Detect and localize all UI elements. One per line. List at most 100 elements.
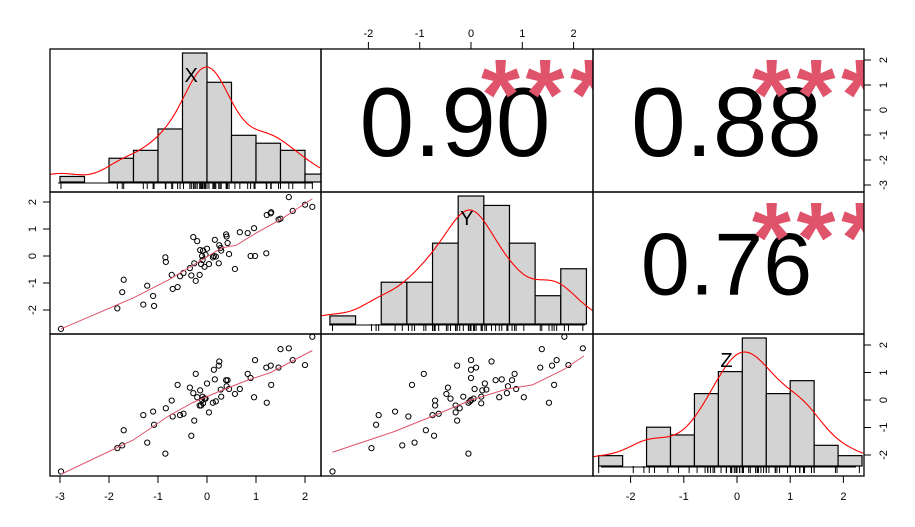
data-point <box>120 276 127 283</box>
data-point <box>408 381 416 388</box>
data-point <box>443 390 450 398</box>
panel-border <box>592 333 865 477</box>
data-point <box>197 387 204 394</box>
data-point <box>447 395 454 402</box>
data-point <box>205 409 213 416</box>
data-point <box>503 390 511 397</box>
data-point <box>150 292 157 300</box>
data-point <box>399 442 406 449</box>
data-point <box>372 421 380 428</box>
axis-tick-label: -1 <box>878 130 890 140</box>
data-point <box>545 399 553 406</box>
data-point <box>224 239 231 247</box>
data-point <box>176 273 184 280</box>
histogram-bar <box>837 455 863 467</box>
data-point <box>188 432 195 439</box>
histogram-panel-y: Y <box>321 195 593 331</box>
data-point <box>215 362 222 369</box>
data-point <box>140 412 147 419</box>
histogram-bar <box>598 455 624 467</box>
data-point <box>199 256 206 264</box>
correlation-panel-x-y: 0.90*** <box>360 39 609 177</box>
data-point <box>478 400 485 407</box>
histogram-bar <box>230 134 257 183</box>
data-point <box>375 412 382 419</box>
data-point <box>508 377 516 384</box>
data-point <box>150 421 158 428</box>
data-point <box>180 410 187 417</box>
data-point <box>162 405 169 412</box>
data-point <box>405 413 412 420</box>
data-point <box>194 394 201 401</box>
variable-label-z: Z <box>720 350 732 372</box>
data-point <box>57 325 65 332</box>
histogram-bar <box>304 173 321 183</box>
data-point <box>216 358 223 365</box>
data-point <box>263 211 270 219</box>
data-point <box>162 258 169 266</box>
correlation-panel-y-z: 0.76*** <box>641 182 880 314</box>
data-point <box>192 370 199 377</box>
data-point <box>114 445 121 452</box>
axis-tick-label: -1 <box>878 423 890 433</box>
axis-tick-label: -2 <box>878 155 890 165</box>
data-point <box>478 393 485 400</box>
histogram-bar <box>508 242 536 325</box>
axis-tick-label: 2 <box>878 342 890 348</box>
data-point <box>120 427 127 434</box>
histogram-bar <box>132 149 159 183</box>
data-point <box>191 417 198 424</box>
data-point <box>188 272 195 279</box>
data-point <box>488 358 495 365</box>
data-point <box>192 277 199 284</box>
data-point <box>225 251 233 258</box>
axis-tick-label: 0 <box>468 28 474 40</box>
data-point <box>215 260 222 267</box>
axis-tick-label: 1 <box>519 28 525 40</box>
axis-tick-label: 1 <box>787 491 793 503</box>
data-point <box>452 409 459 416</box>
variable-label-y: Y <box>460 208 473 230</box>
data-point <box>465 399 472 406</box>
histogram-bar <box>765 392 791 467</box>
data-point <box>231 390 239 398</box>
data-point <box>218 393 225 400</box>
axis-tick-label: 0 <box>878 397 890 403</box>
data-point <box>551 381 558 388</box>
axis-tick-label: 2 <box>878 57 890 63</box>
data-point <box>231 265 239 273</box>
data-point <box>268 381 275 388</box>
data-point <box>174 381 181 388</box>
significance-stars: *** <box>481 39 609 151</box>
data-point <box>465 450 472 457</box>
data-point <box>460 393 467 400</box>
data-point <box>212 398 219 405</box>
data-point <box>454 417 461 424</box>
data-point <box>454 362 461 369</box>
panel-border <box>49 333 322 477</box>
data-point <box>368 445 375 452</box>
significance-stars: *** <box>752 182 880 294</box>
data-point <box>479 387 486 394</box>
data-point <box>168 397 175 404</box>
data-point <box>561 334 568 340</box>
histogram-bar <box>669 434 696 467</box>
data-point <box>162 450 169 457</box>
data-point <box>309 334 316 340</box>
histogram-bar <box>206 81 233 183</box>
density-curve <box>321 209 593 317</box>
data-point <box>162 254 169 261</box>
histogram-bar <box>717 371 743 467</box>
data-point <box>223 233 230 240</box>
panel-border <box>49 191 322 335</box>
data-point <box>520 394 527 401</box>
data-point <box>411 439 418 446</box>
data-point <box>247 252 254 260</box>
data-point <box>140 301 147 308</box>
histogram-bar <box>813 444 839 467</box>
data-point <box>150 408 157 415</box>
axis-tick-label: 1 <box>27 226 39 232</box>
data-point <box>422 427 429 434</box>
axis-tick-label: 0 <box>734 491 740 503</box>
axis-tick-label: 0 <box>27 253 39 259</box>
